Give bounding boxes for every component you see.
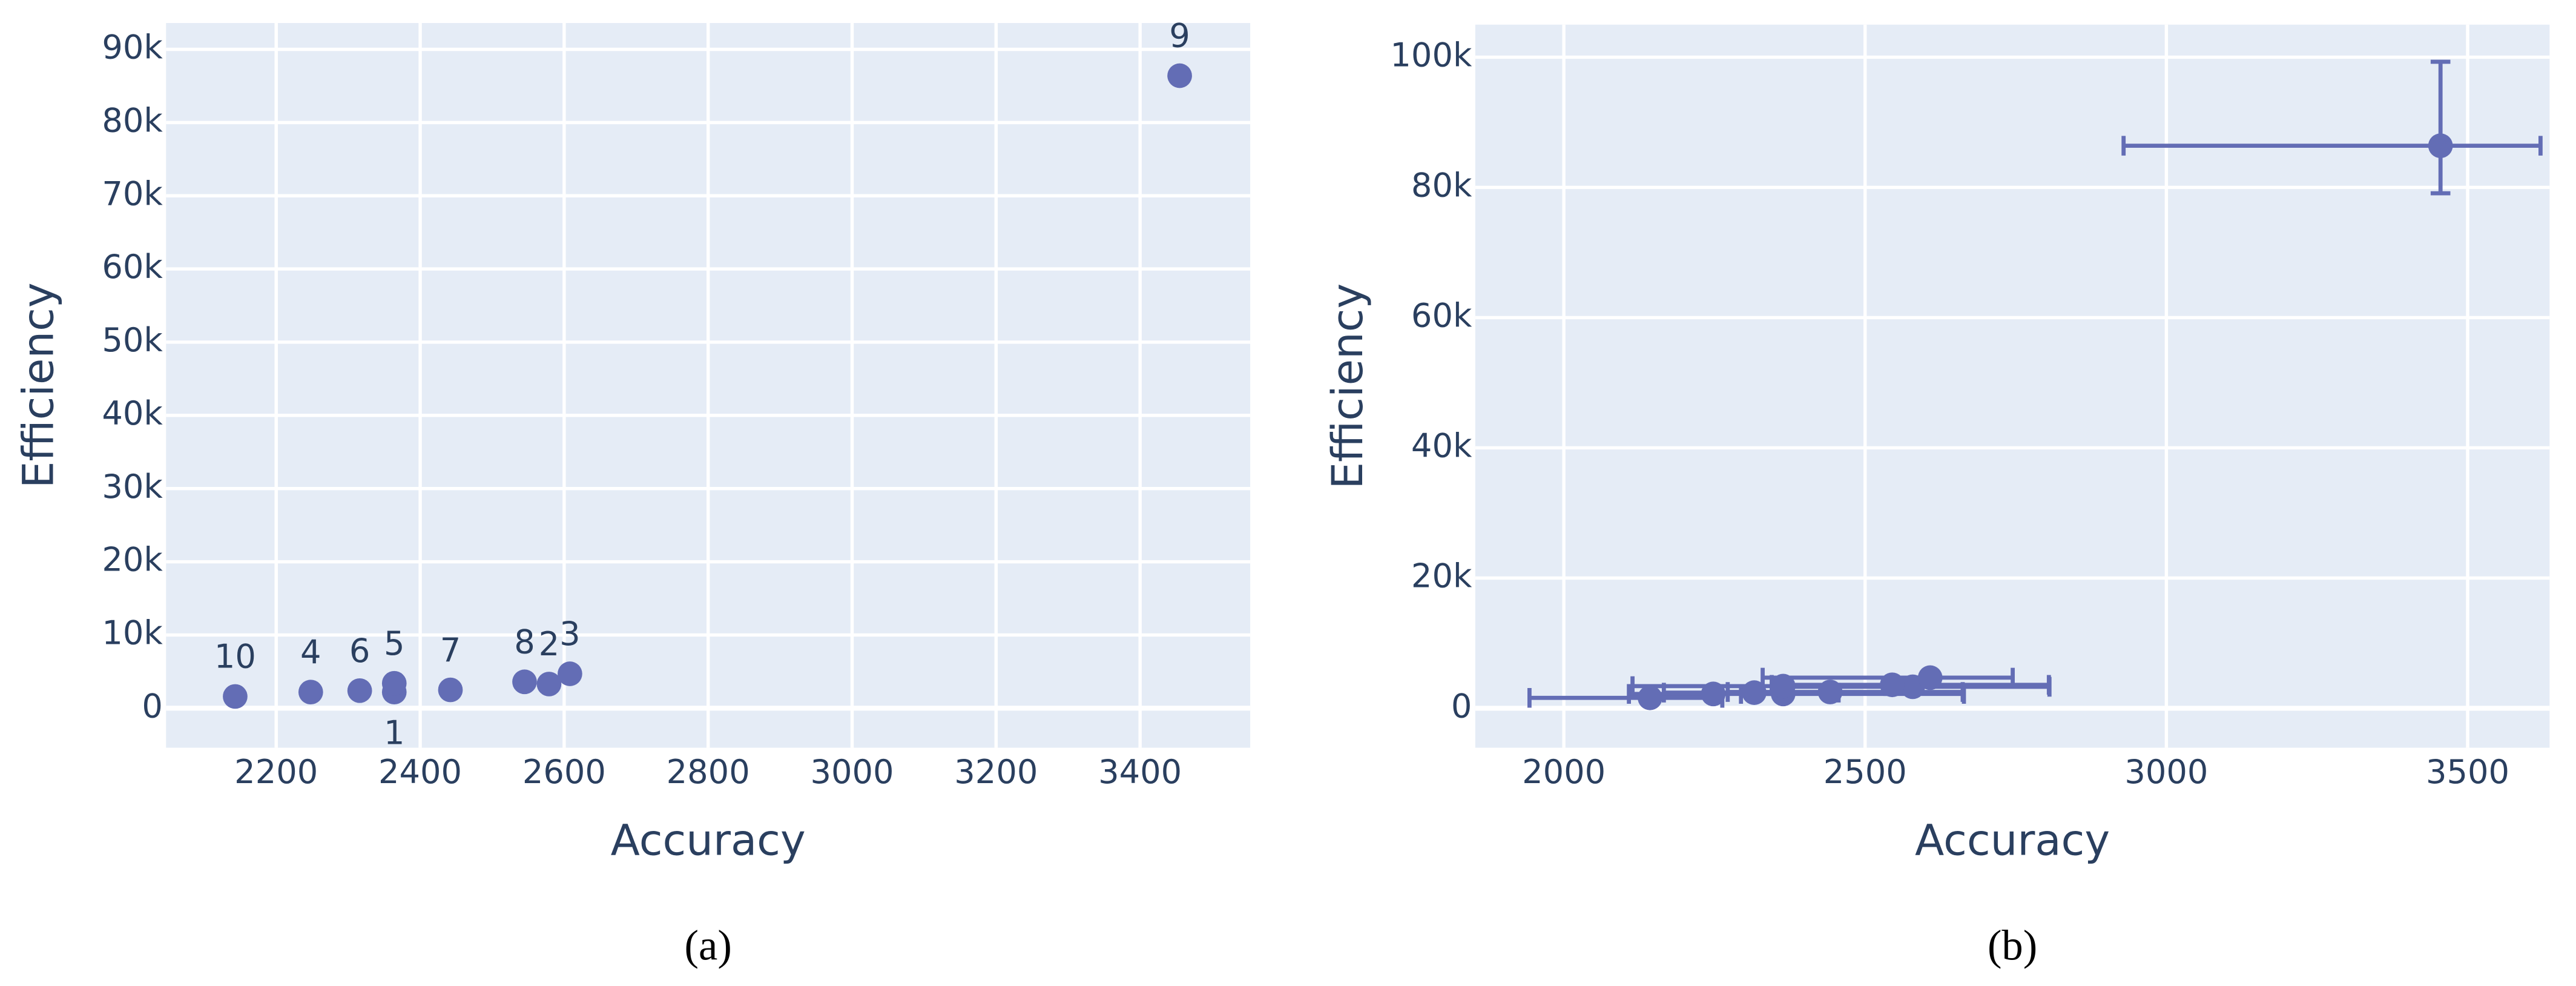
x-tick-label: 2200 [234, 753, 318, 791]
point [298, 680, 323, 705]
x-tick-label: 2600 [522, 753, 606, 791]
y-tick-label: 100k [1390, 36, 1472, 74]
point [381, 670, 407, 696]
point-label: 4 [300, 633, 321, 671]
y-tick-label: 20k [1411, 557, 1472, 595]
caption: (b) [1988, 922, 2037, 969]
x-tick-label: 2800 [667, 753, 750, 791]
caption: (a) [685, 922, 732, 969]
point-label: 2 [539, 625, 560, 663]
x-axis-title: Accuracy [1915, 815, 2110, 865]
x-tick-label: 2500 [1823, 753, 1907, 791]
x-axis-title: Accuracy [611, 815, 806, 865]
point [1771, 673, 1796, 699]
y-tick-label: 10k [102, 614, 163, 652]
y-tick-label: 30k [102, 468, 163, 506]
y-tick-label: 60k [102, 248, 163, 286]
x-tick-label: 3400 [1098, 753, 1182, 791]
point-label: 6 [349, 632, 371, 670]
point [1817, 680, 1843, 704]
y-tick-label: 90k [102, 28, 163, 67]
y-tick-label: 0 [142, 687, 163, 725]
y-axis-title: Efficiency [1323, 283, 1372, 489]
point-label: 7 [440, 631, 461, 669]
x-tick-label: 3000 [810, 753, 894, 791]
y-tick-label: 80k [102, 101, 163, 139]
y-tick-label: 40k [102, 394, 163, 432]
y-axis-title: Efficiency [14, 282, 64, 488]
y-tick-label: 0 [1451, 687, 1472, 726]
y-tick-label: 20k [102, 541, 163, 579]
y-tick-label: 50k [102, 321, 163, 359]
point [1880, 672, 1905, 698]
point [223, 684, 248, 709]
point-label: 9 [1169, 17, 1190, 55]
point [1742, 680, 1767, 705]
point [2428, 133, 2453, 158]
point-label: 3 [559, 615, 581, 653]
point-label: 5 [384, 624, 405, 663]
y-error-bar [2430, 59, 2451, 196]
point [1917, 665, 1943, 690]
y-tick-label: 80k [1411, 167, 1472, 205]
point [536, 672, 562, 696]
y-tick-label: 60k [1411, 297, 1472, 335]
x-tick-label: 3200 [954, 753, 1038, 791]
x-tick-label: 3500 [2426, 753, 2509, 791]
point [1701, 681, 1726, 707]
point-label: 1 [384, 713, 405, 752]
point [512, 669, 537, 695]
x-tick-label: 2000 [1522, 753, 1606, 791]
point [558, 661, 582, 686]
point [438, 677, 463, 703]
point-label: 8 [514, 623, 535, 661]
point-label: 10 [214, 638, 256, 676]
x-tick-label: 2400 [378, 753, 462, 791]
point [1167, 63, 1192, 88]
plot-area [1475, 24, 2550, 748]
y-tick-label: 40k [1411, 427, 1472, 465]
point [347, 678, 372, 703]
x-tick-label: 3000 [2124, 753, 2208, 791]
point [1638, 685, 1662, 710]
x-error-bar [2121, 136, 2543, 156]
y-tick-label: 70k [102, 174, 163, 213]
